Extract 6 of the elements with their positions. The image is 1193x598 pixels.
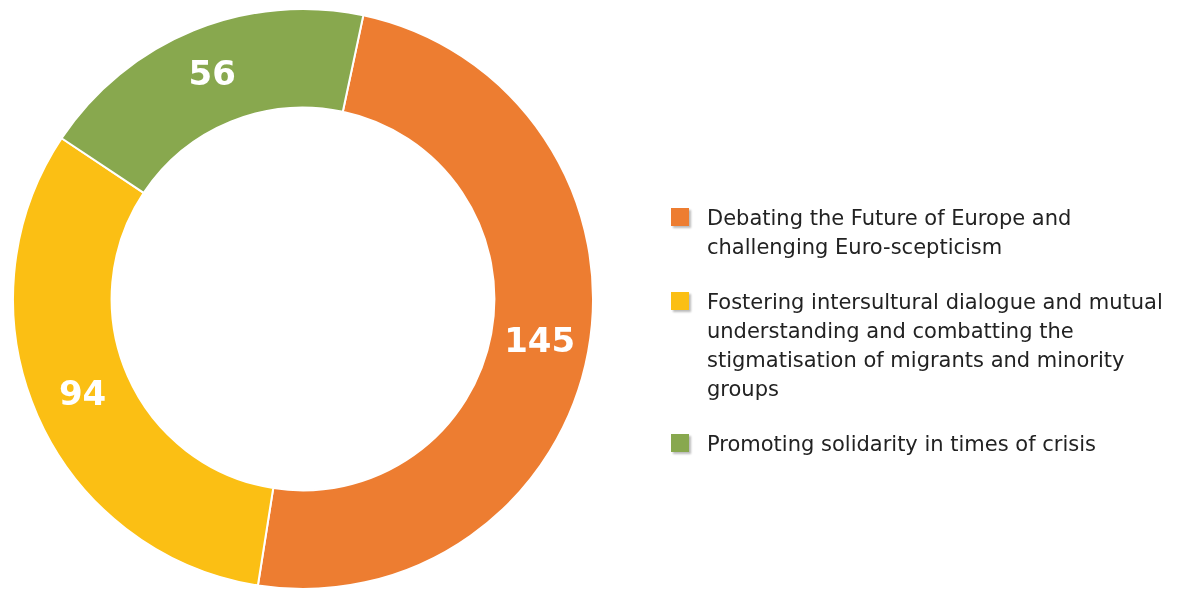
legend-label: Promoting solidarity in times of crisis (707, 431, 1096, 458)
legend-label: Debating the Future of Europe and challenging Euro-scepticism (707, 205, 1073, 261)
data-label: 94 (58, 372, 107, 413)
legend-label: Fostering intersultural dialogue and mutual understanding and combatting the stigmatisation of migrants and minority groups (707, 289, 1164, 403)
data-label: 56 (188, 52, 236, 93)
data-label: 145 (504, 319, 576, 360)
